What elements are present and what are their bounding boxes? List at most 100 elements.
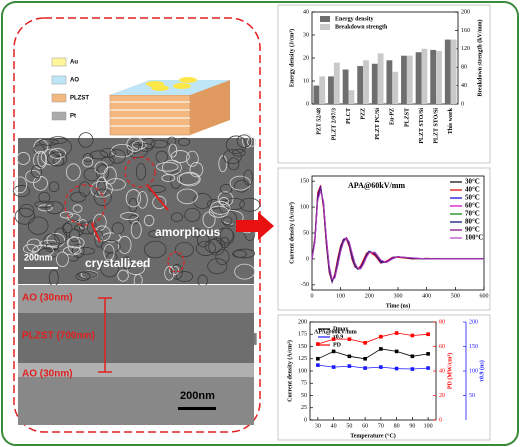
grain: [219, 184, 233, 194]
grain: [135, 163, 147, 181]
x-tick-label: 400: [422, 293, 431, 299]
grain: [79, 221, 96, 235]
grain: [16, 152, 31, 165]
series-line: [317, 332, 429, 345]
tick-label: 40: [303, 9, 309, 15]
grain: [227, 157, 240, 171]
tick-label: 150: [298, 344, 307, 350]
tick-label: 200: [461, 9, 470, 15]
marker: [394, 366, 399, 371]
grain: [236, 134, 252, 148]
marker: [347, 337, 352, 341]
marker: [410, 333, 415, 338]
layer-label: AO (30nm): [22, 369, 73, 380]
grain: [152, 195, 167, 210]
grain: [178, 171, 201, 187]
grain: [62, 220, 84, 239]
legend-swatch: [320, 16, 330, 22]
plzst-side: [190, 80, 230, 135]
tick-label: 50: [303, 230, 309, 236]
grain: [49, 136, 67, 145]
legend-label: Pt: [70, 114, 76, 120]
ao-layer: [110, 80, 230, 95]
grain: [100, 156, 115, 167]
grain: [130, 220, 142, 239]
grain: [229, 175, 251, 191]
grain: [93, 225, 111, 242]
tick-label: 75: [301, 381, 307, 387]
grain: [90, 180, 113, 198]
x-tick-label: 70: [378, 423, 384, 429]
bar: [421, 48, 428, 104]
grain: [19, 203, 35, 218]
tick-label: 160: [461, 28, 470, 34]
grain: [37, 151, 47, 167]
marker: [316, 363, 320, 367]
grain: [176, 172, 200, 186]
grain: [144, 240, 167, 259]
grain: [243, 169, 254, 186]
series-line: [311, 189, 484, 280]
grain: [82, 156, 94, 168]
grain: [96, 164, 109, 181]
grain: [34, 200, 54, 209]
grain: [176, 188, 198, 205]
annotations: amorphous crystallized 200nm AO (30nm) P…: [22, 156, 221, 410]
marker: [379, 365, 383, 369]
legend-label: AO: [70, 78, 79, 84]
grain: [242, 133, 253, 148]
x-tick-label: PZT 52/48: [317, 108, 323, 135]
grain: [234, 179, 250, 193]
tick-label: 120: [461, 46, 470, 52]
x-tick-label: PLZST: [404, 108, 410, 127]
grain: [167, 136, 177, 146]
grain: [171, 264, 183, 280]
x-tick-label: This work: [448, 107, 454, 134]
tick-label: 80: [461, 65, 467, 71]
bar: [386, 60, 393, 104]
layer-label: PLZST (700nm): [22, 331, 95, 342]
grain: [76, 247, 95, 255]
grain: [110, 143, 134, 158]
tick-label: 100: [469, 368, 478, 374]
grain: [82, 153, 94, 163]
grain: [195, 240, 216, 256]
grain: [89, 150, 109, 160]
grain: [148, 229, 164, 238]
legend-label: 40°C: [465, 186, 480, 194]
legend-label: 90°C: [465, 226, 480, 234]
bar: [444, 39, 451, 104]
tick-label: 100: [298, 368, 307, 374]
au-electrode: [179, 77, 197, 83]
grain: [65, 163, 81, 181]
tick-label: 50: [301, 393, 307, 399]
grain: [33, 139, 49, 155]
grain: [117, 235, 132, 254]
grain: [22, 244, 39, 254]
grain: [14, 207, 36, 225]
grain: [100, 148, 117, 158]
x-tick-label: 200: [365, 293, 374, 299]
legend-label: Breakdown strength: [335, 24, 388, 30]
marker: [347, 354, 352, 359]
tick-label: 175: [298, 332, 307, 338]
grain: [83, 167, 100, 182]
grain: [100, 260, 119, 278]
grain: [132, 140, 147, 150]
axis-title: Temperature (°C): [350, 432, 396, 439]
grain: [75, 271, 91, 281]
grain: [33, 144, 45, 155]
bar: [392, 71, 399, 104]
tick-label: 30: [303, 32, 309, 38]
tick-label: 0: [306, 101, 309, 107]
grain: [128, 141, 141, 154]
grain: [186, 150, 199, 167]
grain: [120, 212, 139, 221]
circle: [167, 251, 185, 273]
x-tick-label: PLZT STO/Si: [419, 108, 425, 144]
grain: [32, 244, 54, 257]
grain: [207, 258, 228, 275]
grain: [174, 242, 194, 258]
x-tick-label: PLCT: [346, 108, 352, 124]
tick-label: 20: [439, 393, 445, 399]
